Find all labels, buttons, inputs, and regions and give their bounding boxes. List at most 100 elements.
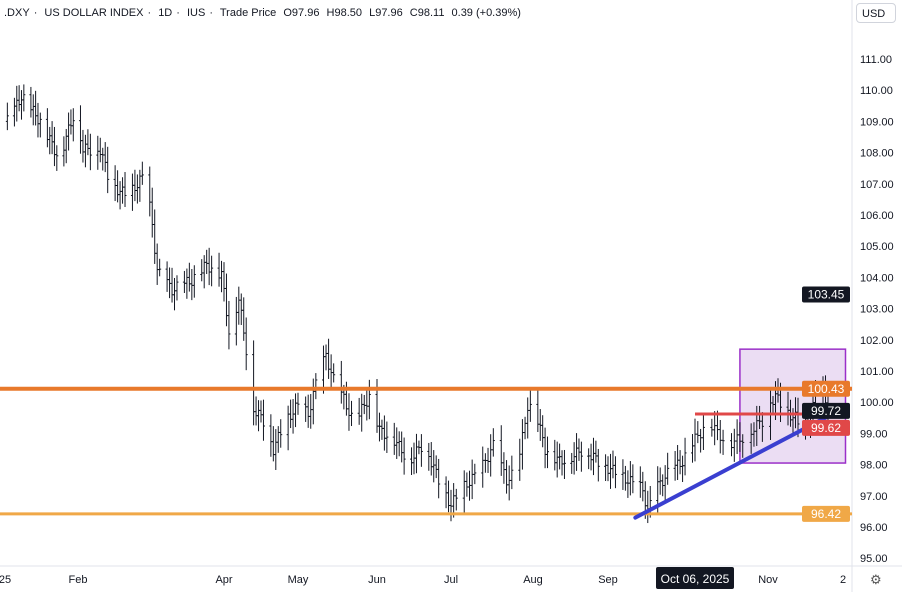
ohlc-bar — [135, 174, 139, 204]
ohlc-bar — [5, 102, 9, 131]
ohlc-bar — [591, 437, 595, 476]
ohlc-bar — [15, 85, 19, 122]
time-tick-label: Jul — [444, 574, 458, 586]
close-value: C98.11 — [409, 7, 445, 19]
ohlc-bar — [699, 428, 703, 453]
ohlc-bar — [289, 399, 293, 429]
price-type: Trade Price — [219, 7, 277, 19]
symbol[interactable]: .DXY — [4, 7, 30, 19]
time-tick-label: Jun — [368, 574, 386, 586]
ohlc-bar — [45, 108, 49, 148]
separator: · — [209, 7, 213, 19]
ohlc-bar — [133, 169, 137, 202]
ohlc-bar — [489, 434, 493, 477]
ohlc-bar — [291, 399, 295, 434]
ohlc-bar — [696, 421, 700, 444]
ohlc-bar — [350, 400, 354, 427]
interval[interactable]: 1D — [158, 7, 173, 19]
ohlc-bar — [31, 94, 35, 126]
ohlc-bar — [678, 450, 682, 475]
ohlc-bar — [462, 470, 466, 514]
ohlc-bar — [309, 394, 313, 429]
chart-legend: .DXY · US DOLLAR INDEX · 1D · IUS · Trade Pr… — [4, 7, 525, 19]
ohlc-bar — [50, 121, 54, 155]
ohlc-bar — [713, 411, 717, 446]
ohlc-bar — [48, 126, 52, 155]
ohlc-bar — [86, 129, 90, 156]
ohlc-bar — [67, 112, 71, 151]
ohlc-bar — [507, 465, 511, 501]
price-tick-label: 95.00 — [860, 553, 888, 565]
ohlc-bar — [55, 145, 59, 171]
price-tick-label: 105.00 — [860, 241, 894, 253]
separator: · — [176, 7, 180, 19]
ohlc-bar — [715, 410, 719, 441]
ohlc-bar — [681, 455, 685, 483]
ohlc-bar — [182, 270, 186, 293]
price-tick-label: 97.00 — [860, 491, 888, 503]
ohlc-bar — [628, 461, 632, 496]
price-tick-label: 102.00 — [860, 335, 894, 347]
ohlc-bar — [168, 267, 172, 299]
price-tick-label: 99.00 — [860, 428, 888, 440]
ohlc-bar — [520, 419, 524, 470]
exchange: IUS — [186, 7, 206, 19]
ohlc-bar — [96, 135, 100, 170]
ohlc-bar — [327, 338, 331, 379]
ohlc-bar — [332, 363, 336, 383]
ohlc-bar — [224, 273, 228, 327]
open-value: O97.96 — [283, 7, 320, 19]
ohlc-bar — [257, 400, 261, 432]
ohlc-bar — [732, 428, 736, 462]
ohlc-bar — [444, 476, 448, 509]
ohlc-bar — [385, 421, 389, 453]
ohlc-bar — [758, 405, 762, 430]
ohlc-bar — [447, 480, 451, 513]
ohlc-bar — [486, 447, 490, 474]
currency-button[interactable]: USD — [856, 3, 896, 23]
ohlc-bar — [116, 170, 120, 203]
ohlc-bar — [611, 450, 615, 479]
ohlc-bar — [220, 260, 224, 293]
ohlc-bar — [518, 438, 522, 481]
ohlc-bar — [502, 452, 506, 484]
ohlc-bar — [510, 455, 514, 490]
time-tick-label: 25 — [0, 574, 11, 586]
price-tick-label: 107.00 — [860, 179, 894, 191]
price-label-bg — [802, 286, 850, 303]
ohlc-bar — [286, 405, 290, 451]
ohlc-bar — [481, 446, 485, 488]
ohlc-bar — [434, 455, 438, 479]
ohlc-bar — [314, 373, 318, 400]
crosshair-date-label: Oct 06, 2025 — [661, 572, 730, 586]
time-tick-label: Aug — [523, 574, 543, 586]
ohlc-bar — [360, 393, 364, 432]
high-value: H98.50 — [326, 7, 363, 19]
ohlc-bar — [175, 275, 179, 301]
ohlc-bar — [324, 344, 328, 371]
price-tick-label: 109.00 — [860, 116, 894, 128]
ohlc-bar — [693, 418, 697, 462]
separator: · — [33, 7, 38, 19]
ohlc-bar — [311, 378, 315, 425]
ohlc-bar — [454, 488, 458, 511]
ohlc-bar — [207, 247, 211, 286]
ohlc-bar — [261, 399, 265, 441]
ohlc-bar — [572, 442, 576, 475]
ohlc-bar — [499, 425, 503, 476]
ohlc-bar — [691, 434, 695, 463]
time-tick-label: Feb — [69, 574, 88, 586]
instrument-name: US DOLLAR INDEX — [44, 7, 144, 19]
price-tick-label: 101.00 — [860, 366, 894, 378]
price-tick-label: 111.00 — [860, 54, 892, 66]
price-tick-label: 96.00 — [860, 522, 888, 534]
ohlc-bar — [252, 340, 256, 426]
ohlc-bar — [596, 448, 600, 482]
ohlc-bar — [271, 426, 275, 462]
ohlc-bar — [83, 134, 87, 168]
ohlc-bar — [589, 443, 593, 471]
gear-icon[interactable]: ⚙ — [870, 572, 882, 587]
ohlc-bar — [339, 360, 343, 404]
ohlc-bar — [543, 427, 547, 469]
